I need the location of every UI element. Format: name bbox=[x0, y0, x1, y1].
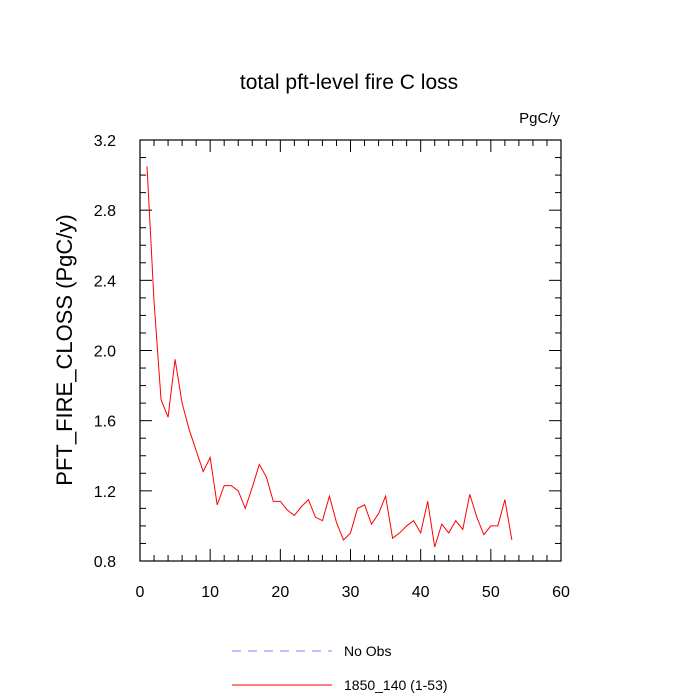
data-point bbox=[412, 519, 415, 522]
data-point bbox=[363, 503, 366, 506]
data-point bbox=[335, 521, 338, 524]
series-layer bbox=[146, 165, 513, 548]
data-point bbox=[356, 507, 359, 510]
y-tick-label: 1.6 bbox=[94, 414, 116, 431]
y-tick-label: 3.2 bbox=[94, 133, 116, 150]
data-point bbox=[209, 456, 212, 459]
data-point bbox=[160, 398, 163, 401]
data-point bbox=[307, 498, 310, 501]
series-line-1 bbox=[146, 166, 513, 548]
data-point bbox=[342, 538, 345, 541]
chart-title: total pft-level fire C loss bbox=[240, 71, 458, 94]
tick-labels: 0 10 20 30 40 50 60 0.8 1.2 1.6 2.0 2.4 2.8 3.2 bbox=[94, 133, 570, 601]
x-tick-label: 0 bbox=[136, 584, 145, 601]
x-tick-label: 20 bbox=[271, 584, 289, 601]
data-point bbox=[293, 514, 296, 517]
plot-frame bbox=[139, 139, 562, 562]
data-point bbox=[167, 416, 170, 419]
x-tick-label: 40 bbox=[412, 584, 430, 601]
x-tick-label: 50 bbox=[482, 584, 500, 601]
data-point bbox=[328, 495, 331, 498]
legend: No Obs 1850_140 (1-53) bbox=[232, 643, 448, 693]
data-point bbox=[279, 500, 282, 503]
data-point bbox=[146, 165, 149, 168]
axis-ticks bbox=[139, 139, 562, 562]
data-point bbox=[454, 519, 457, 522]
data-point bbox=[202, 470, 205, 473]
data-point bbox=[272, 500, 275, 503]
data-point bbox=[153, 300, 156, 303]
data-point bbox=[370, 523, 373, 526]
y-axis-label: PFT_FIRE_CLOSS (PgC/y) bbox=[52, 214, 77, 485]
data-point bbox=[314, 516, 317, 519]
legend-label: 1850_140 (1-53) bbox=[344, 677, 448, 693]
data-point bbox=[419, 531, 422, 534]
data-point bbox=[321, 519, 324, 522]
data-point bbox=[426, 500, 429, 503]
data-point bbox=[405, 524, 408, 527]
data-point bbox=[384, 495, 387, 498]
x-tick-label: 30 bbox=[342, 584, 360, 601]
data-point bbox=[230, 484, 233, 487]
data-point bbox=[482, 533, 485, 536]
x-tick-label: 10 bbox=[201, 584, 219, 601]
data-point bbox=[503, 498, 506, 501]
y-tick-label: 2.4 bbox=[94, 273, 116, 290]
data-point bbox=[300, 505, 303, 508]
data-point bbox=[258, 463, 261, 466]
legend-label: No Obs bbox=[344, 643, 391, 659]
y-tick-label: 2.0 bbox=[94, 344, 116, 361]
data-point bbox=[468, 493, 471, 496]
data-point bbox=[377, 512, 380, 515]
data-point bbox=[251, 486, 254, 489]
data-point bbox=[195, 449, 198, 452]
y-tick-label: 2.8 bbox=[94, 203, 116, 220]
y-tick-label: 0.8 bbox=[94, 554, 116, 571]
data-point bbox=[181, 402, 184, 405]
data-point bbox=[349, 531, 352, 534]
data-point bbox=[188, 428, 191, 431]
data-point bbox=[461, 528, 464, 531]
data-point bbox=[237, 489, 240, 492]
data-point bbox=[265, 475, 268, 478]
data-point bbox=[398, 531, 401, 534]
x-tick-label: 60 bbox=[552, 584, 570, 601]
data-point bbox=[286, 509, 289, 512]
data-point bbox=[510, 538, 513, 541]
data-point bbox=[489, 524, 492, 527]
data-point bbox=[216, 503, 219, 506]
data-point bbox=[244, 507, 247, 510]
data-point bbox=[496, 524, 499, 527]
y-tick-label: 1.2 bbox=[94, 484, 116, 501]
data-point bbox=[475, 516, 478, 519]
data-point bbox=[391, 537, 394, 540]
data-point bbox=[223, 484, 226, 487]
data-point bbox=[440, 523, 443, 526]
units-label: PgC/y bbox=[519, 110, 560, 127]
data-point bbox=[447, 531, 450, 534]
data-point bbox=[174, 358, 177, 361]
data-point bbox=[433, 545, 436, 548]
